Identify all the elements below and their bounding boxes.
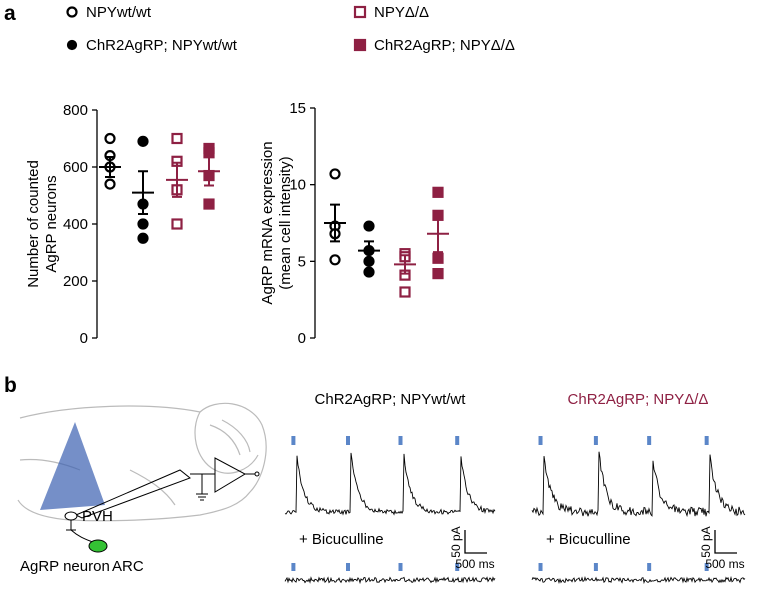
trace (284, 576, 496, 585)
condition-label: + Bicuculline (546, 531, 631, 548)
light-cone (40, 422, 105, 510)
light-pulse (291, 563, 296, 571)
data-point (399, 286, 411, 298)
data-point (171, 132, 183, 145)
y-tick-label: 400 (63, 216, 88, 233)
y-tick-label: 600 (63, 159, 88, 176)
scale-label: 500 ms (455, 557, 494, 571)
pvh-cell (64, 511, 78, 521)
light-pulse (291, 436, 296, 445)
agrp-cell (88, 539, 108, 553)
trace-title: ChR2AgRP; NPYwt/wt (315, 391, 467, 408)
light-pulse (647, 436, 652, 445)
y-tick-label: 800 (63, 102, 88, 119)
y-tick-label: 15 (289, 100, 306, 117)
legend-marker (66, 6, 78, 18)
data-point (137, 232, 149, 244)
data-point (329, 254, 341, 266)
electrode (74, 457, 260, 519)
light-pulse (346, 563, 350, 571)
y-tick-label: 5 (298, 253, 306, 270)
sem-bar (330, 203, 340, 243)
scale-label: 500 ms (705, 557, 744, 571)
y-axis-label: Number of countedAgRP neurons (25, 160, 60, 288)
sem-bar (172, 161, 182, 198)
light-pulse (538, 436, 543, 445)
sem-bar (433, 214, 443, 254)
light-pulse (704, 563, 709, 571)
light-pulse (538, 563, 543, 571)
light-pulse (593, 563, 598, 571)
y-axis-label-line: (mean cell intensity) (277, 156, 294, 289)
sem-bar (364, 240, 374, 261)
trace (531, 575, 746, 585)
scale-bar (714, 530, 737, 554)
y-axis-label: AgRP mRNA expression(mean cell intensity… (259, 141, 294, 304)
neuron-label: AgRP neuron (20, 558, 110, 575)
sem-bar (105, 156, 115, 178)
y-tick-label: 200 (63, 273, 88, 290)
region-label: ARC (112, 558, 144, 575)
panel-label: a (4, 2, 16, 25)
data-point (137, 135, 149, 147)
brain-schematic (17, 402, 267, 522)
legend-marker (353, 5, 367, 19)
y-axis-label-line: AgRP neurons (43, 175, 60, 272)
legend-label: NPYΔ/Δ (374, 4, 429, 21)
scale-label: 50 pA (449, 526, 463, 557)
legend-label: NPYwt/wt (86, 4, 152, 21)
legend-marker (353, 38, 367, 52)
y-axis-label-line: Number of counted (25, 160, 42, 288)
legend-label: ChR2AgRP; NPYΔ/Δ (374, 37, 515, 54)
light-pulse (455, 563, 460, 571)
y-tick-label: 0 (298, 330, 306, 347)
region-label: PVH (82, 508, 113, 525)
light-pulse (398, 563, 403, 571)
sem-bar (204, 156, 214, 187)
data-point (137, 218, 149, 230)
data-point (171, 218, 183, 230)
condition-label: + Bicuculline (299, 531, 384, 548)
data-point (203, 147, 215, 159)
data-point (432, 252, 444, 264)
light-pulse (704, 436, 709, 445)
trace (284, 452, 496, 516)
data-point (432, 186, 444, 198)
sem-bar (400, 254, 410, 275)
y-tick-label: 0 (80, 330, 88, 347)
light-pulse (398, 436, 403, 445)
data-point (363, 220, 375, 232)
panel-label: b (4, 374, 17, 397)
scale-bar (464, 530, 487, 554)
light-pulse (593, 436, 598, 445)
legend-label: ChR2AgRP; NPYwt/wt (86, 37, 238, 54)
trace-title: ChR2AgRP; NPYΔ/Δ (568, 391, 709, 408)
legend-marker (66, 39, 78, 51)
data-point (203, 198, 215, 210)
data-point (432, 268, 444, 280)
scale-label: 50 pA (699, 526, 713, 557)
data-point (363, 266, 375, 278)
data-point (329, 168, 341, 180)
light-pulse (455, 436, 460, 445)
y-axis-label-line: AgRP mRNA expression (259, 141, 276, 304)
trace (531, 451, 746, 518)
data-point (104, 178, 116, 190)
light-pulse (647, 563, 652, 571)
light-pulse (346, 436, 350, 445)
y-tick-label: 10 (289, 177, 306, 194)
data-point (104, 132, 116, 145)
sem-bar (138, 170, 148, 216)
